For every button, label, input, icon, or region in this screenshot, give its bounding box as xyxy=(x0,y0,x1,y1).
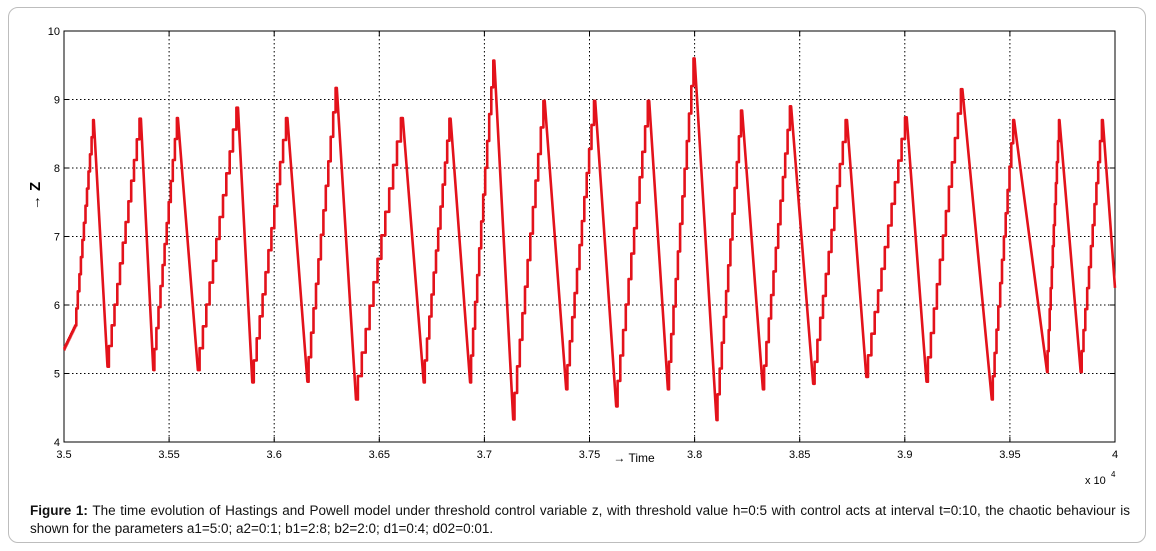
x-tick-label: 3.6 xyxy=(267,449,282,461)
time-evolution-chart: 3.5 3.55 3.6 3.65 3.7 3.75 3.8 3.85 3.9 3.95 4 4 5 6 7… xyxy=(27,26,1118,487)
x-tick-label: 3.75 xyxy=(579,449,600,461)
caption-text: The time evolution of Hastings and Powel… xyxy=(30,503,1130,536)
x-tick-label: 3.5 xyxy=(56,449,71,461)
x-tick-label: 3.55 xyxy=(158,449,179,461)
y-tick-label: 8 xyxy=(54,163,60,175)
x-tick-label: 3.85 xyxy=(789,449,810,461)
x-tick-label: 3.8 xyxy=(687,449,702,461)
x-tick-label: 3.7 xyxy=(477,449,492,461)
x-tick-label: 3.9 xyxy=(897,449,912,461)
x-axis-multiplier-exponent: 4 xyxy=(1111,470,1116,479)
caption-label: Figure 1: xyxy=(30,503,88,518)
x-axis-label: → Time xyxy=(613,451,655,465)
x-tick-label: 3.95 xyxy=(999,449,1020,461)
y-tick-label: 10 xyxy=(48,26,60,38)
x-tick-label: 4 xyxy=(1112,449,1118,461)
y-tick-label: 7 xyxy=(54,232,60,244)
y-tick-label: 4 xyxy=(54,437,60,449)
y-tick-label: 6 xyxy=(54,300,60,312)
x-axis-multiplier: x 10 xyxy=(1085,475,1106,487)
y-axis-label: → Z xyxy=(27,182,44,210)
y-tick-label: 9 xyxy=(54,95,60,107)
figure-caption: Figure 1: The time evolution of Hastings… xyxy=(30,502,1130,538)
y-tick-label: 5 xyxy=(54,369,60,381)
series-line xyxy=(63,57,1117,422)
x-tick-label: 3.65 xyxy=(369,449,390,461)
